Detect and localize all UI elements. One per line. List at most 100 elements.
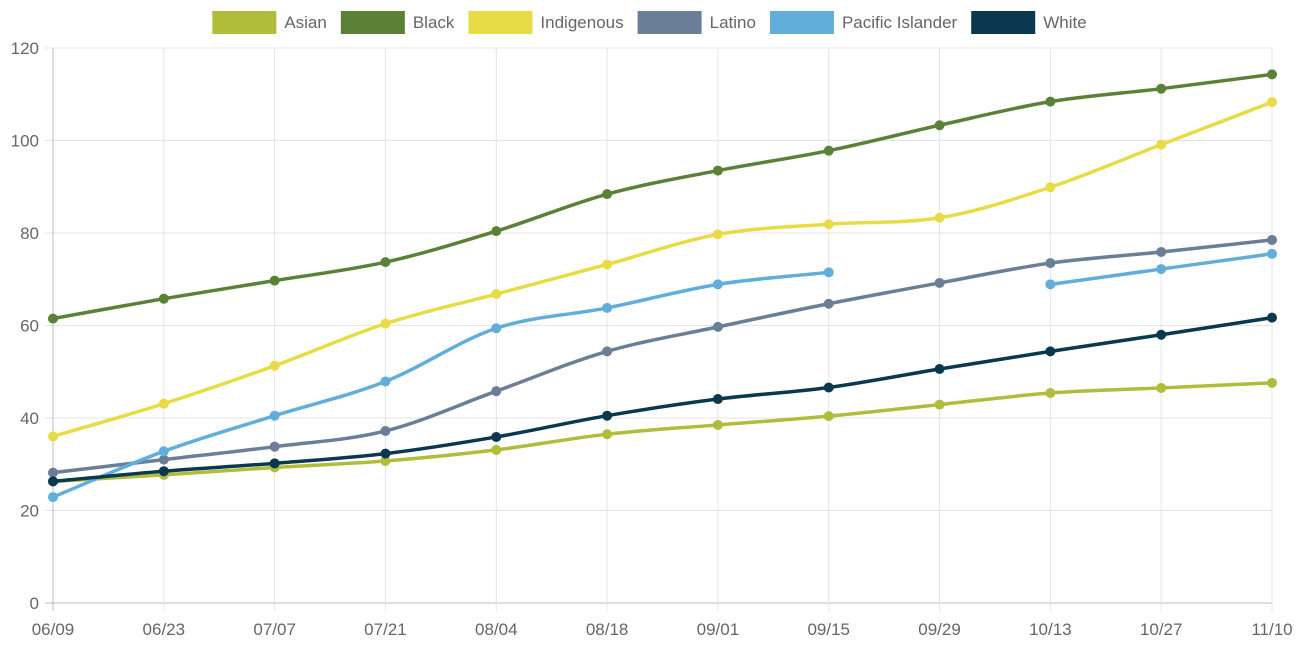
data-point-latino[interactable] <box>823 298 834 309</box>
legend-label: Latino <box>710 13 756 32</box>
data-point-black[interactable] <box>1156 83 1167 94</box>
data-point-black[interactable] <box>712 165 723 176</box>
legend-item-asian[interactable]: Asian <box>212 11 327 34</box>
data-point-indigenous[interactable] <box>158 398 169 409</box>
data-point-latino[interactable] <box>1045 258 1056 269</box>
data-point-latino[interactable] <box>1156 246 1167 257</box>
data-point-black[interactable] <box>602 189 613 200</box>
data-point-white[interactable] <box>1267 312 1277 323</box>
data-point-black[interactable] <box>823 145 834 156</box>
data-point-latino[interactable] <box>712 321 723 332</box>
data-point-pacific-islander[interactable] <box>1045 279 1056 290</box>
data-point-asian[interactable] <box>1267 377 1277 388</box>
data-point-indigenous[interactable] <box>48 431 58 442</box>
x-tick-label: 09/29 <box>918 620 961 639</box>
data-point-black[interactable] <box>158 293 169 304</box>
grid <box>45 47 1273 611</box>
data-point-pacific-islander[interactable] <box>269 410 280 421</box>
data-point-white[interactable] <box>158 466 169 477</box>
data-point-pacific-islander[interactable] <box>380 376 391 387</box>
data-point-latino[interactable] <box>269 441 280 452</box>
data-point-black[interactable] <box>380 257 391 268</box>
data-point-indigenous[interactable] <box>823 219 834 230</box>
data-point-indigenous[interactable] <box>1156 139 1167 150</box>
data-point-pacific-islander[interactable] <box>491 323 502 334</box>
data-point-indigenous[interactable] <box>380 318 391 329</box>
data-point-pacific-islander[interactable] <box>712 279 723 290</box>
legend-swatch <box>212 11 277 34</box>
data-point-latino[interactable] <box>602 346 613 357</box>
data-point-pacific-islander[interactable] <box>1156 264 1167 275</box>
data-point-indigenous[interactable] <box>1045 182 1056 193</box>
data-point-pacific-islander[interactable] <box>48 492 58 503</box>
legend-item-black[interactable]: Black <box>340 11 455 34</box>
data-point-white[interactable] <box>380 448 391 459</box>
data-point-pacific-islander[interactable] <box>602 302 613 313</box>
data-point-asian[interactable] <box>491 444 502 455</box>
x-tick-label: 08/18 <box>586 620 629 639</box>
series-line-asian <box>51 381 1274 484</box>
data-point-latino[interactable] <box>491 386 502 397</box>
data-point-white[interactable] <box>491 431 502 442</box>
data-point-white[interactable] <box>48 476 58 487</box>
series-pacific-islander <box>48 248 1277 503</box>
data-point-white[interactable] <box>1045 346 1056 357</box>
legend-item-indigenous[interactable]: Indigenous <box>468 11 624 34</box>
x-tick-label: 10/27 <box>1140 620 1183 639</box>
data-point-pacific-islander[interactable] <box>823 267 834 278</box>
series-indigenous <box>48 97 1277 442</box>
legend-swatch <box>971 11 1036 34</box>
legend-swatch <box>340 11 405 34</box>
data-point-black[interactable] <box>48 313 58 324</box>
data-point-asian[interactable] <box>1156 382 1167 393</box>
data-point-indigenous[interactable] <box>1267 97 1277 108</box>
data-point-indigenous[interactable] <box>934 212 945 223</box>
series-asian <box>48 377 1277 487</box>
data-point-asian[interactable] <box>823 411 834 422</box>
data-point-indigenous[interactable] <box>491 289 502 300</box>
x-tick-label: 06/23 <box>143 620 186 639</box>
data-point-latino[interactable] <box>158 454 169 465</box>
data-point-white[interactable] <box>934 363 945 374</box>
x-tick-label: 07/21 <box>364 620 407 639</box>
data-point-white[interactable] <box>712 394 723 405</box>
legend-swatch <box>637 11 702 34</box>
x-tick-label: 07/07 <box>253 620 296 639</box>
data-point-latino[interactable] <box>380 425 391 436</box>
data-point-white[interactable] <box>602 410 613 421</box>
legend-item-white[interactable]: White <box>971 11 1087 34</box>
data-point-indigenous[interactable] <box>602 259 613 270</box>
legend-label: White <box>1043 13 1086 32</box>
series-black <box>48 69 1277 324</box>
data-point-latino[interactable] <box>934 277 945 288</box>
data-point-asian[interactable] <box>380 456 391 467</box>
data-point-white[interactable] <box>1156 329 1167 340</box>
y-tick-label: 80 <box>20 224 39 243</box>
data-point-white[interactable] <box>823 382 834 393</box>
data-point-pacific-islander[interactable] <box>158 446 169 457</box>
data-point-white[interactable] <box>269 458 280 469</box>
data-point-black[interactable] <box>934 120 945 131</box>
data-point-asian[interactable] <box>934 399 945 410</box>
series-line-latino <box>51 238 1274 475</box>
legend-item-latino[interactable]: Latino <box>637 11 756 34</box>
data-point-black[interactable] <box>491 226 502 237</box>
legend: Asian Black Indigenous Latino Pacific Island… <box>212 11 1087 34</box>
legend-item-pacific-islander[interactable]: Pacific Islander <box>769 11 958 34</box>
y-tick-label: 120 <box>11 39 39 58</box>
data-point-black[interactable] <box>269 275 280 286</box>
data-point-asian[interactable] <box>1045 388 1056 399</box>
x-axis: 06/09 06/23 07/07 07/21 08/04 08/18 09/01 09/15… <box>32 620 1293 639</box>
data-point-latino[interactable] <box>1267 234 1277 245</box>
data-point-indigenous[interactable] <box>269 360 280 371</box>
data-point-asian[interactable] <box>602 429 613 440</box>
data-point-pacific-islander[interactable] <box>1267 248 1277 259</box>
legend-swatch <box>769 11 834 34</box>
legend-label: Pacific Islander <box>842 13 958 32</box>
data-point-indigenous[interactable] <box>712 229 723 240</box>
data-point-latino[interactable] <box>48 467 58 478</box>
data-point-black[interactable] <box>1267 69 1277 80</box>
data-point-black[interactable] <box>1045 96 1056 107</box>
data-point-asian[interactable] <box>712 419 723 430</box>
